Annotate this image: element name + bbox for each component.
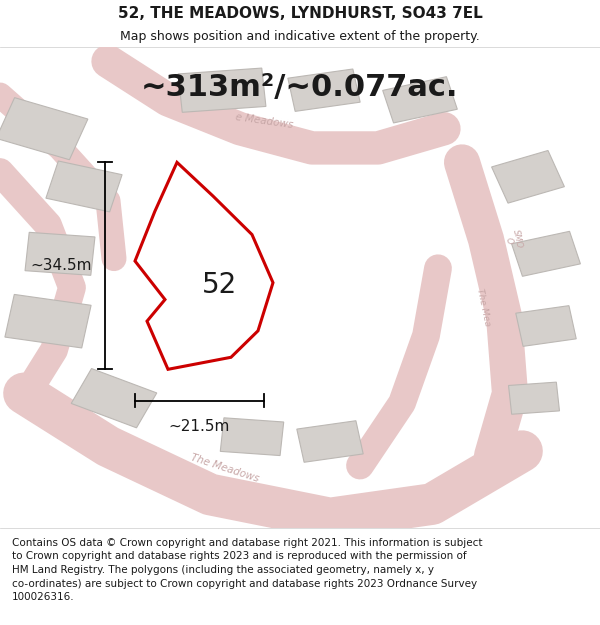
Polygon shape [5,294,91,348]
Text: ~34.5m: ~34.5m [30,258,92,273]
Text: SMO
O: SMO O [503,228,523,251]
Polygon shape [135,162,273,369]
Text: Map shows position and indicative extent of the property.: Map shows position and indicative extent… [120,30,480,43]
Text: ~21.5m: ~21.5m [169,419,230,434]
Polygon shape [288,69,360,111]
Polygon shape [0,98,88,160]
Text: Contains OS data © Crown copyright and database right 2021. This information is : Contains OS data © Crown copyright and d… [12,538,482,602]
Polygon shape [509,382,559,414]
Polygon shape [491,151,565,203]
Text: 52: 52 [202,271,236,299]
Polygon shape [178,68,266,112]
Polygon shape [46,161,122,212]
Polygon shape [516,306,576,346]
Polygon shape [220,418,284,456]
Polygon shape [25,232,95,275]
Text: 52, THE MEADOWS, LYNDHURST, SO43 7EL: 52, THE MEADOWS, LYNDHURST, SO43 7EL [118,6,482,21]
Text: ~313m²/~0.077ac.: ~313m²/~0.077ac. [141,73,459,102]
Text: e Meadows: e Meadows [235,112,293,131]
Polygon shape [297,421,363,462]
Polygon shape [71,369,157,428]
Text: The Mea: The Mea [475,287,491,326]
Polygon shape [512,231,580,276]
Polygon shape [383,77,457,123]
Text: The Meadows: The Meadows [190,452,260,484]
